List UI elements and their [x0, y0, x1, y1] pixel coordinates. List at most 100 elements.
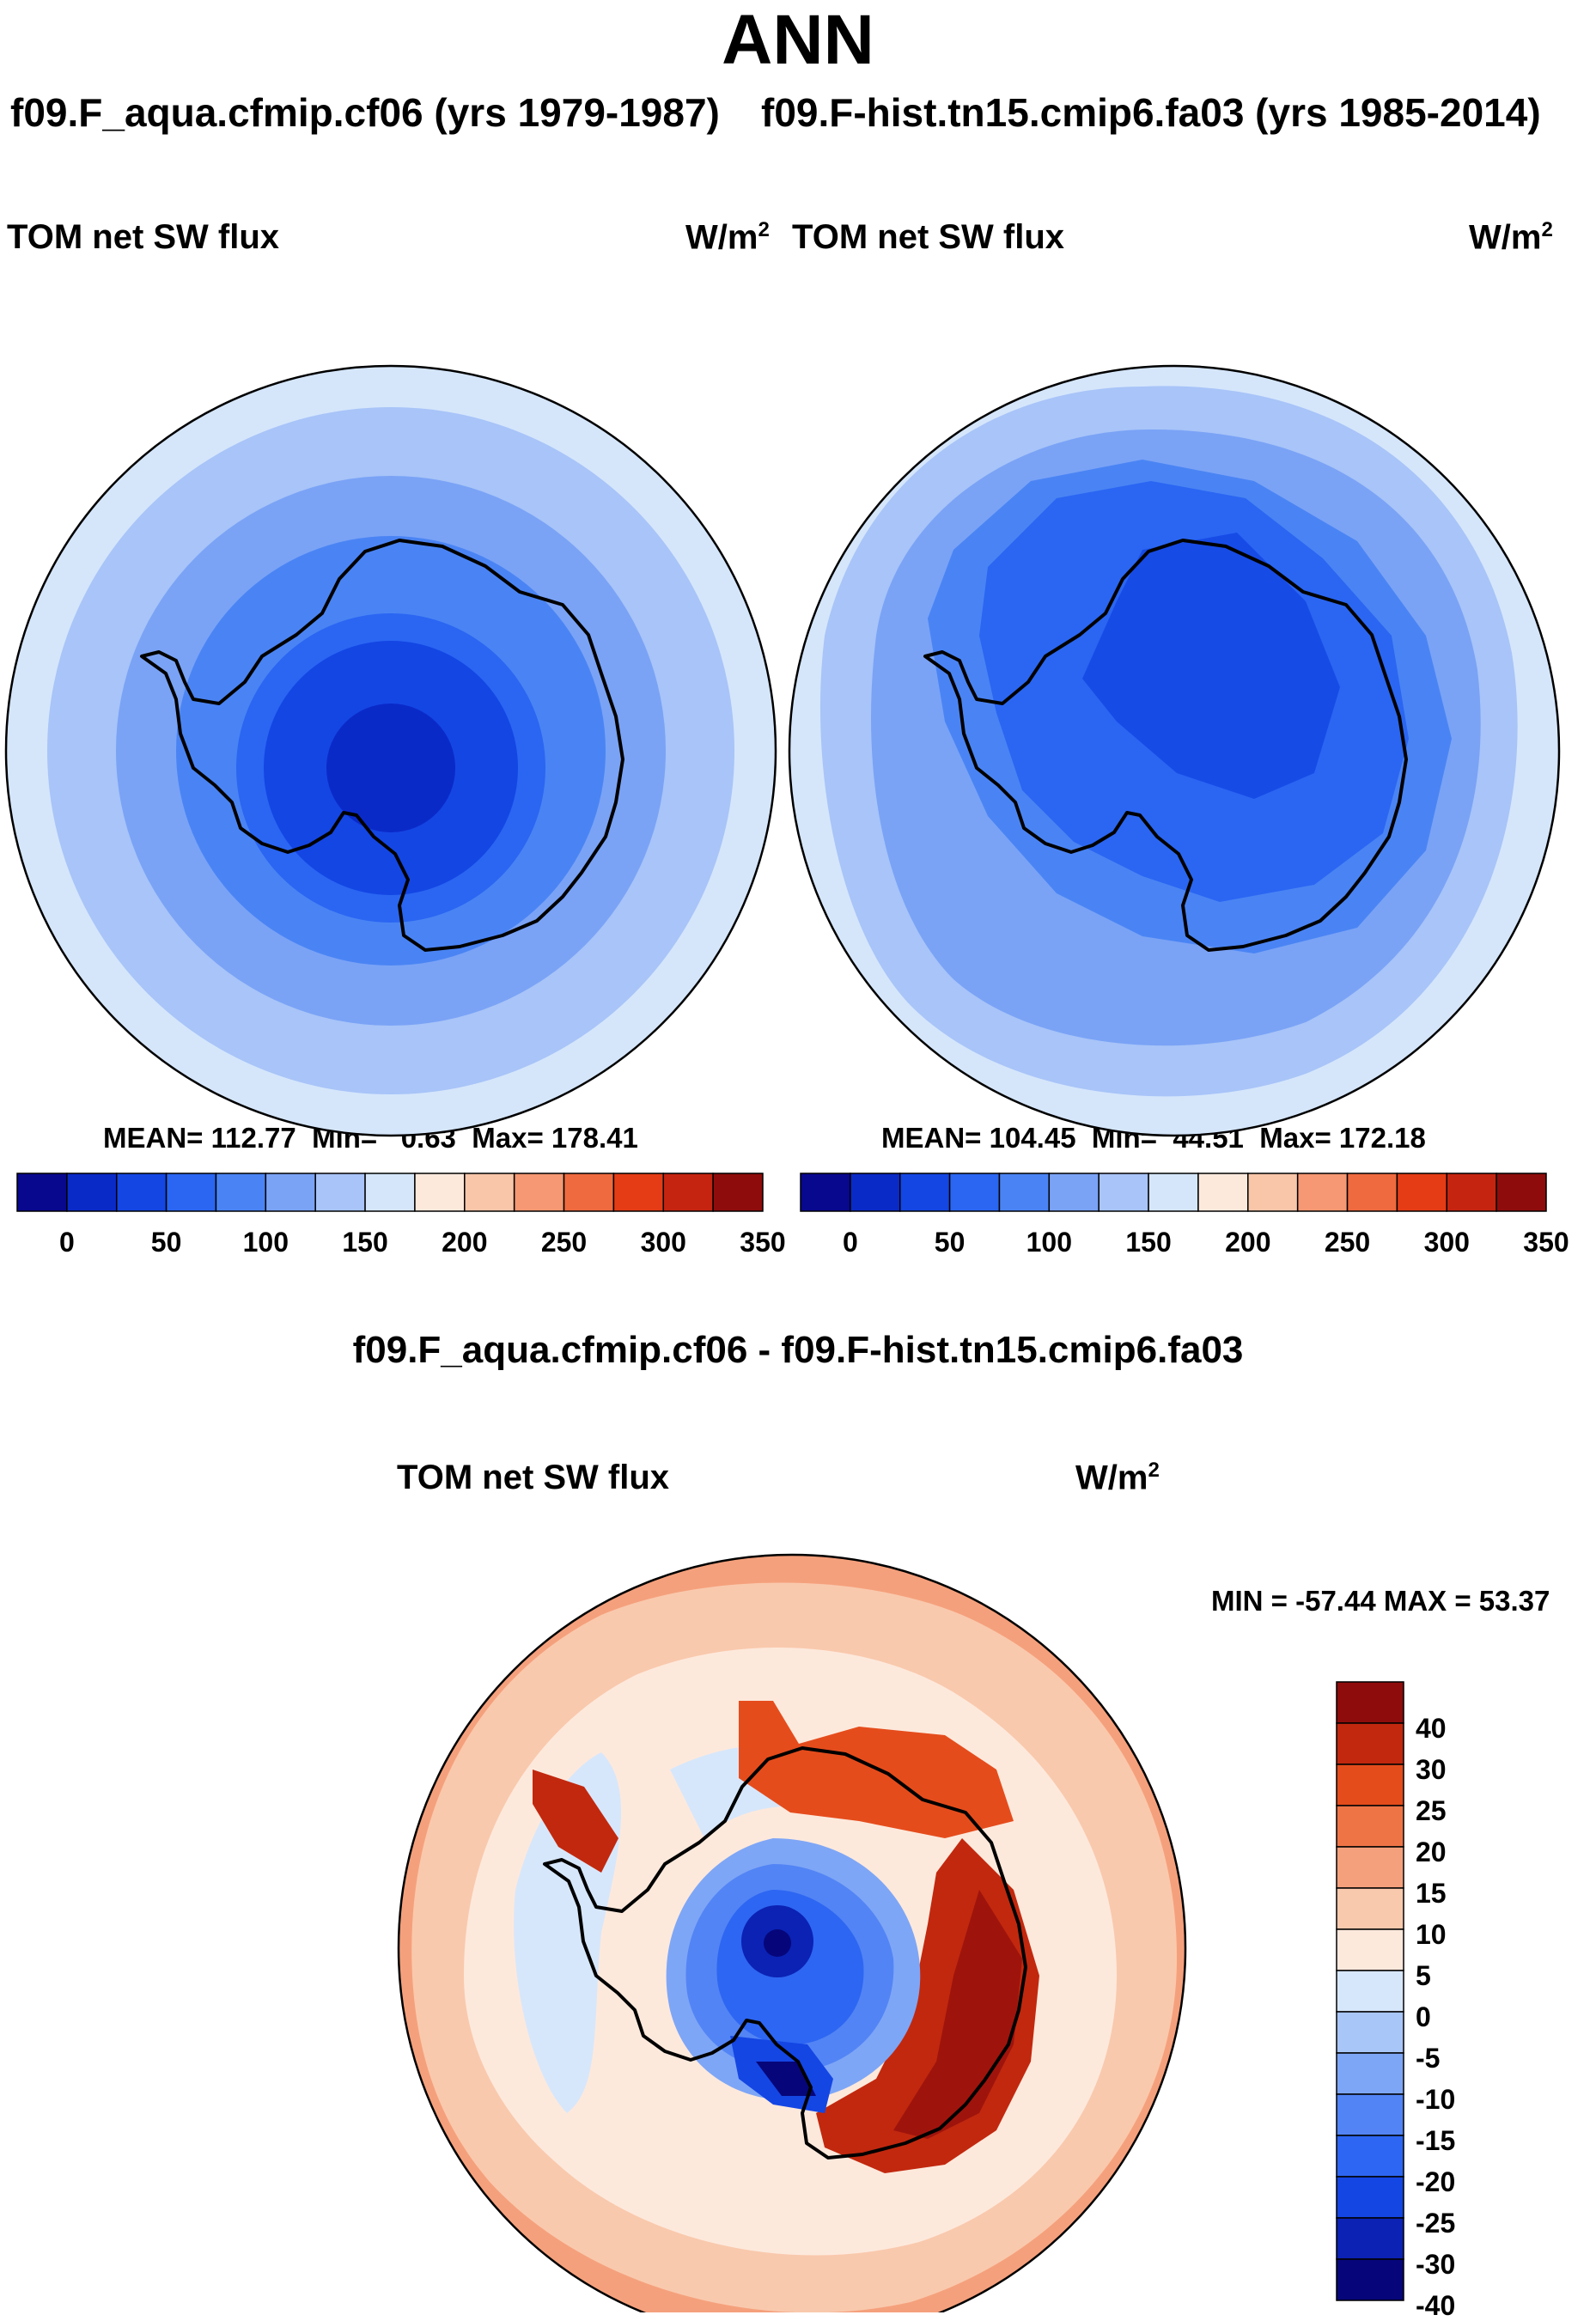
left-colorbar-tick-label: 150 — [342, 1227, 388, 1258]
difference-colorbar-tick-label: 5 — [1416, 1960, 1431, 1991]
left-variable-label: TOM net SW flux — [7, 218, 280, 256]
difference-colorbar-tick-label: 30 — [1416, 1754, 1447, 1785]
left-colorbar-swatch — [563, 1173, 615, 1212]
right-colorbar-swatch — [1446, 1173, 1497, 1212]
right-colorbar-swatch — [1296, 1173, 1349, 1212]
left-colorbar-swatch — [314, 1173, 366, 1212]
difference-map-field — [399, 1555, 1185, 2312]
right-units-label: W/m2 — [1469, 218, 1553, 257]
right-colorbar-swatch — [1197, 1173, 1249, 1212]
left-map-band — [326, 704, 455, 832]
right-map-band — [1082, 533, 1340, 799]
left-colorbar-swatch — [165, 1173, 217, 1212]
left-map-border — [4, 364, 777, 1137]
right-colorbar-tick-label: 250 — [1324, 1227, 1371, 1258]
left-colorbar-swatch — [364, 1173, 416, 1212]
right-colorbar-swatch — [1495, 1173, 1547, 1212]
left-units-label: W/m2 — [685, 218, 770, 257]
left-colorbar-swatch — [414, 1173, 466, 1212]
left-colorbar-tick-label: 300 — [640, 1227, 686, 1258]
right-colorbar-swatch — [1148, 1173, 1199, 1212]
left-colorbar-swatch — [464, 1173, 515, 1212]
right-colorbar-tick-label: 50 — [934, 1227, 966, 1258]
difference-colorbar-swatch — [1336, 2052, 1404, 2095]
difference-colorbar-swatch — [1336, 1928, 1404, 1971]
left-case-title: f09.F_aqua.cfmip.cf06 (yrs 1979-1987) — [10, 90, 720, 135]
difference-colorbar-swatch — [1336, 2011, 1404, 2054]
left-colorbar-tick-label: 200 — [442, 1227, 488, 1258]
left-colorbar-swatch — [612, 1173, 665, 1212]
left-colorbar-swatch — [662, 1173, 714, 1212]
difference-colorbar-swatch — [1336, 1764, 1404, 1806]
left-colorbar-tick-label: 0 — [58, 1227, 75, 1258]
difference-colorbar-tick-label: -40 — [1416, 2290, 1456, 2321]
difference-colorbar-swatch — [1336, 2217, 1404, 2260]
difference-colorbar-tick-label: 25 — [1416, 1795, 1447, 1826]
left-colorbar-swatch — [66, 1173, 118, 1212]
difference-colorbar-tick-label: -30 — [1416, 2249, 1456, 2280]
right-map-border — [788, 364, 1561, 1137]
difference-colorbar-swatch — [1336, 1681, 1404, 1724]
difference-colorbar-swatch — [1336, 1846, 1404, 1889]
right-colorbar-swatch — [850, 1173, 901, 1212]
right-colorbar-tick-label: 350 — [1523, 1227, 1569, 1258]
figure-title: ANN — [722, 1, 874, 79]
right-colorbar-tick-label: 300 — [1423, 1227, 1470, 1258]
left-colorbar — [16, 1173, 764, 1212]
difference-colorbar-tick-label: 40 — [1416, 1713, 1447, 1744]
left-colorbar-tick-label: 100 — [242, 1227, 289, 1258]
difference-variable-label: TOM net SW flux — [397, 1459, 670, 1496]
left-colorbar-swatch — [215, 1173, 267, 1212]
difference-colorbar-tick-label: -25 — [1416, 2208, 1456, 2239]
left-colorbar-tick-label: 250 — [540, 1227, 588, 1258]
difference-case-title: f09.F_aqua.cfmip.cf06 - f09.F-hist.tn15.… — [352, 1329, 1244, 1371]
right-colorbar-tick-label: 0 — [842, 1227, 858, 1258]
right-colorbar-swatch — [1346, 1173, 1398, 1212]
left-colorbar-swatch — [513, 1173, 565, 1212]
difference-colorbar-tick-label: 10 — [1416, 1919, 1447, 1950]
difference-colorbar-swatch — [1336, 1970, 1404, 2013]
right-colorbar-swatch — [800, 1173, 851, 1212]
left-colorbar-swatch — [712, 1173, 764, 1212]
difference-map-region — [764, 1929, 791, 1957]
left-colorbar-swatch — [115, 1173, 168, 1212]
difference-colorbar-tick-label: 0 — [1416, 2001, 1431, 2032]
difference-colorbar-tick-label: 20 — [1416, 1837, 1447, 1867]
difference-map-region — [893, 1890, 1022, 2139]
right-colorbar-swatch — [948, 1173, 1001, 1212]
right-colorbar-tick-label: 150 — [1125, 1227, 1172, 1258]
right-colorbar-swatch — [1098, 1173, 1149, 1212]
right-map-field — [789, 366, 1559, 1136]
difference-colorbar-swatch — [1336, 1722, 1404, 1765]
difference-colorbar-swatch — [1336, 2093, 1404, 2136]
difference-colorbar-tick-label: 15 — [1416, 1878, 1447, 1909]
difference-colorbar-swatch — [1336, 1805, 1404, 1848]
right-colorbar-swatch — [998, 1173, 1051, 1212]
difference-colorbar-tick-label: -20 — [1416, 2166, 1456, 2197]
left-map-field — [6, 366, 776, 1136]
difference-colorbar-swatch — [1336, 2176, 1404, 2219]
difference-colorbar-swatch — [1336, 1887, 1404, 1930]
right-colorbar-swatch — [1396, 1173, 1448, 1212]
right-colorbar-swatch — [899, 1173, 951, 1212]
right-colorbar-swatch — [1048, 1173, 1100, 1212]
left-colorbar-swatch — [265, 1173, 316, 1212]
difference-map-border — [397, 1553, 1187, 2312]
left-colorbar-tick-label: 50 — [150, 1227, 182, 1258]
difference-colorbar-tick-label: -15 — [1416, 2125, 1456, 2156]
difference-map-region — [533, 1770, 618, 1873]
difference-colorbar-swatch — [1336, 2135, 1404, 2178]
left-colorbar-swatch — [16, 1173, 68, 1212]
right-colorbar-swatch — [1247, 1173, 1299, 1212]
right-colorbar-tick-label: 200 — [1225, 1227, 1271, 1258]
right-colorbar-tick-label: 100 — [1026, 1227, 1073, 1258]
right-variable-label: TOM net SW flux — [792, 218, 1065, 256]
difference-min-max: MIN = -57.44 MAX = 53.37 — [1211, 1585, 1550, 1617]
right-case-title: f09.F-hist.tn15.cmip6.fa03 (yrs 1985-201… — [761, 90, 1541, 135]
difference-colorbar-tick-label: -5 — [1416, 2043, 1441, 2074]
left-colorbar-tick-label: 350 — [740, 1227, 786, 1258]
difference-colorbar-tick-label: -10 — [1416, 2084, 1456, 2115]
difference-units-label: W/m2 — [1075, 1459, 1160, 1497]
difference-colorbar — [1336, 1681, 1404, 2301]
